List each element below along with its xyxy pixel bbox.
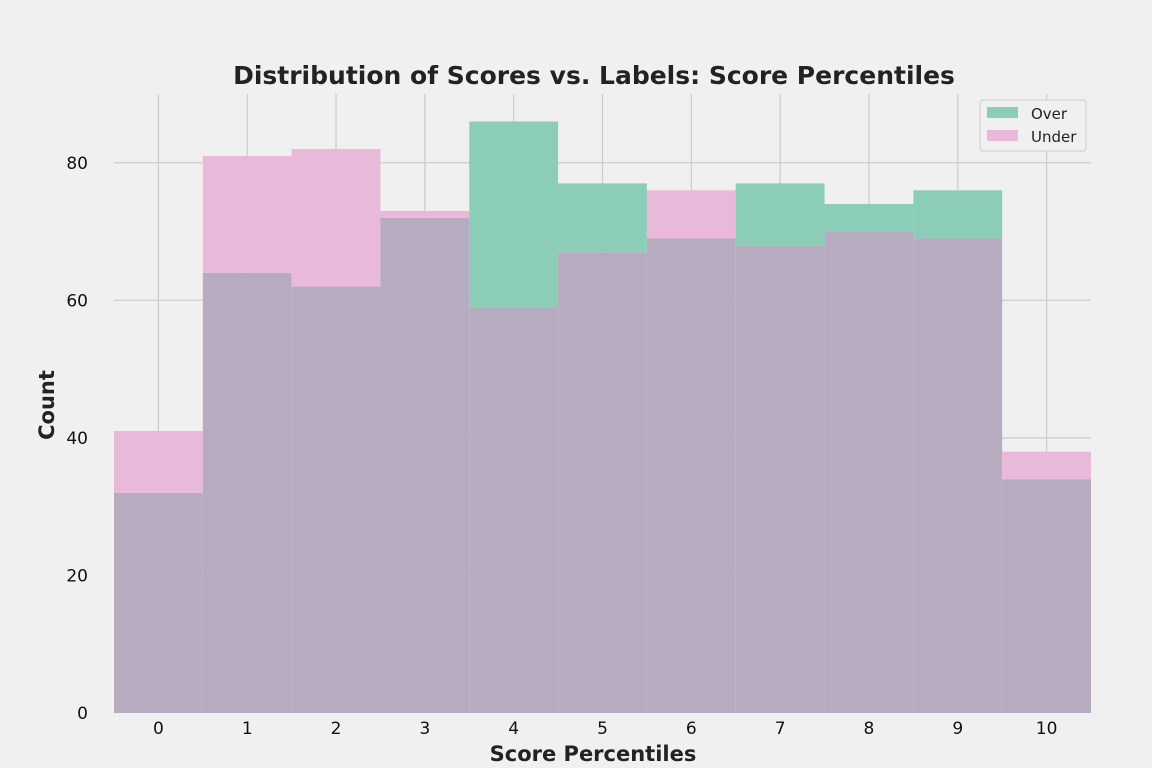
bar-under — [202, 155, 292, 273]
y-tick-labels: 0 20 40 60 80 — [66, 154, 88, 724]
bar-overlap — [469, 307, 559, 713]
bar-over — [558, 183, 647, 253]
bar-overlap — [1002, 479, 1091, 713]
y-tick-label: 0 — [77, 704, 88, 724]
x-tick-label: 0 — [153, 719, 164, 739]
x-tick-label: 3 — [419, 719, 430, 739]
legend-swatch-under — [987, 130, 1018, 141]
bar-over — [913, 190, 1003, 239]
y-tick-label: 60 — [66, 291, 88, 311]
x-axis-label: Score Percentiles — [490, 742, 697, 766]
bar-under — [380, 210, 470, 218]
bar-overlap — [114, 492, 203, 713]
x-tick-labels: 0 1 2 3 4 5 6 7 8 9 10 — [153, 719, 1057, 739]
legend-swatch-over — [987, 107, 1018, 118]
bars — [114, 121, 1091, 714]
bar-over — [469, 121, 559, 308]
y-axis-label: Count — [35, 370, 59, 440]
bar-overlap — [913, 238, 1003, 713]
x-tick-label: 8 — [864, 719, 875, 739]
bar-overlap — [558, 252, 647, 713]
bar-under — [1002, 451, 1091, 480]
x-tick-label: 1 — [242, 719, 253, 739]
bar-overlap — [291, 286, 381, 713]
bar-over — [735, 183, 825, 246]
bar-overlap — [380, 217, 470, 714]
y-tick-label: 80 — [66, 154, 88, 174]
legend-label-over: Over — [1031, 105, 1068, 123]
bar-overlap — [735, 245, 825, 714]
bar-under — [646, 190, 736, 239]
x-tick-label: 2 — [331, 719, 342, 739]
bar-overlap — [824, 231, 914, 714]
bar-over — [824, 204, 914, 232]
bar-under — [114, 431, 203, 493]
bar-under — [291, 149, 381, 287]
x-tick-label: 4 — [508, 719, 519, 739]
bar-overlap — [202, 272, 292, 713]
x-tick-label: 10 — [1036, 719, 1058, 739]
x-tick-label: 7 — [775, 719, 786, 739]
bar-overlap — [646, 238, 736, 713]
chart-title: Distribution of Scores vs. Labels: Score… — [233, 61, 955, 90]
x-tick-label: 6 — [686, 719, 697, 739]
legend: Over Under — [979, 99, 1087, 152]
y-tick-label: 20 — [66, 566, 88, 586]
y-tick-label: 40 — [66, 429, 88, 449]
x-tick-label: 5 — [597, 719, 608, 739]
legend-label-under: Under — [1031, 128, 1077, 146]
x-tick-label: 9 — [952, 719, 963, 739]
